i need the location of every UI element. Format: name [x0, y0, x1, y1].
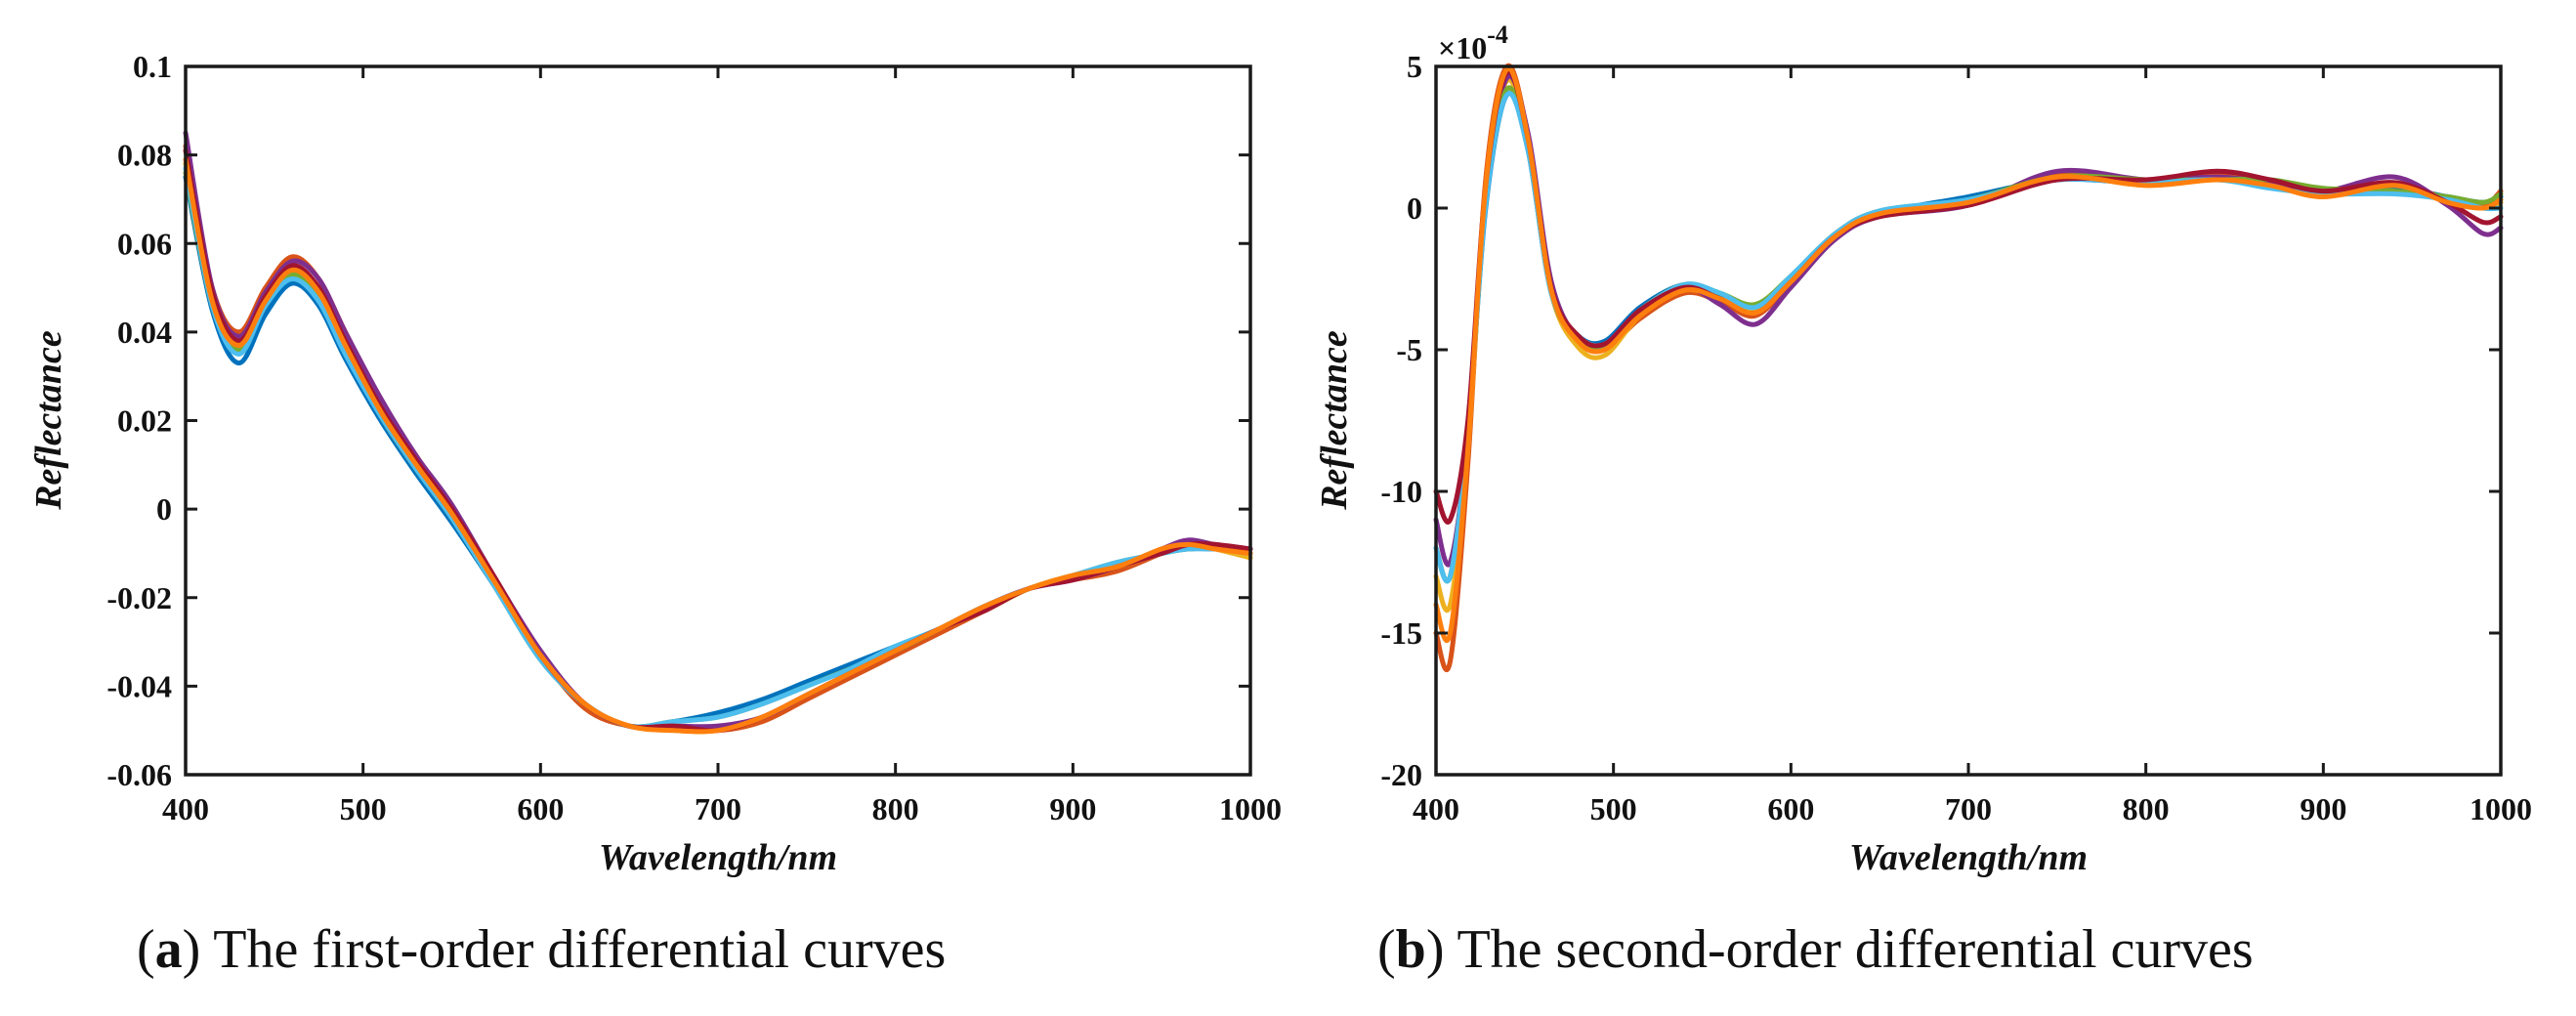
- panel-a-y-axis-label: Reflectance: [28, 330, 69, 511]
- panel-a-caption-text: The first-order differential curves: [213, 919, 946, 980]
- panel-a-x-tick-label: 800: [872, 791, 919, 826]
- panel-b-series-group: [1433, 63, 2504, 673]
- panel-a-letter: a: [155, 919, 183, 980]
- panel-b-x-tick-label: 800: [2123, 791, 2170, 826]
- panel-a-x-tick-label: 500: [340, 791, 387, 826]
- panel-b-exponent-label: ×10-4: [1438, 21, 1508, 65]
- panel-b-caption-close-paren: ): [1426, 919, 1457, 980]
- panel-a-ticks: 400 500 600 700 800 900 1000 -0.06 -0.04 -0.02 0 0.…: [106, 49, 1282, 826]
- panel-a-x-tick-label: 1000: [1219, 791, 1282, 826]
- panel-b-y-tick-label: -20: [1380, 757, 1422, 792]
- panel-b-caption-text: The second-order differential curves: [1457, 919, 2253, 980]
- panel-a-y-tick-label: -0.06: [106, 757, 172, 792]
- panel-b-x-axis-label: Wavelength/nm: [1849, 837, 2088, 878]
- panel-b-x-tick-label: 600: [1767, 791, 1814, 826]
- panel-b-ticks: 400 500 600 700 800 900 1000 -20 -15 -10 -5 0 5: [1380, 49, 2532, 826]
- panel-a-x-tick-label: 600: [517, 791, 564, 826]
- panel-b-plot-area: [1436, 66, 2501, 775]
- panel-b-x-tick-label: 400: [1413, 791, 1459, 826]
- panel-a-y-tick-label: -0.04: [106, 668, 172, 703]
- panel-b-exponent-base: ×10: [1438, 30, 1487, 65]
- panel-a-y-tick-label: 0.08: [117, 138, 172, 173]
- panel-a-y-tick-label: 0.04: [117, 315, 172, 350]
- panel-b-caption-open-paren: (: [1377, 919, 1396, 980]
- panel-b-series-line-8: [1433, 65, 2504, 644]
- panel-a-x-axis-label: Wavelength/nm: [599, 837, 837, 878]
- panel-a-x-tick-label: 400: [162, 791, 209, 826]
- panel-b-x-tick-label: 900: [2300, 791, 2346, 826]
- panel-a-x-tick-label: 900: [1049, 791, 1096, 826]
- panel-b-x-tick-label: 500: [1590, 791, 1637, 826]
- panel-a-y-tick-label: 0: [156, 491, 172, 527]
- panel-b-y-tick-label: -15: [1380, 615, 1422, 651]
- panel-a-series-group: [183, 130, 1253, 735]
- panel-a-caption: (a) The first-order differential curves: [137, 919, 946, 980]
- panel-a-caption-close-paren: ): [183, 919, 214, 980]
- panel-a-y-tick-label: -0.02: [106, 580, 172, 615]
- panel-b-caption: (b) The second-order differential curves: [1377, 919, 2254, 980]
- panel-b-y-tick-label: 0: [1407, 190, 1422, 226]
- panel-a-caption-open-paren: (: [137, 919, 155, 980]
- panel-a-plot-area: [186, 66, 1250, 775]
- panel-b-exponent-power: -4: [1487, 21, 1508, 49]
- panel-a-y-tick-label: 0.06: [117, 226, 172, 261]
- panel-b-y-tick-label: -5: [1396, 332, 1422, 367]
- panel-b-y-tick-label: 5: [1407, 49, 1422, 84]
- panel-b-y-tick-label: -10: [1380, 474, 1422, 509]
- panel-a-y-tick-label: 0.02: [117, 403, 172, 439]
- panel-a-y-tick-label: 0.1: [133, 49, 172, 84]
- panel-b-letter: b: [1396, 919, 1426, 980]
- panel-a-x-tick-label: 700: [695, 791, 741, 826]
- panel-b-chart: 400 500 600 700 800 900 1000 -20 -15 -10 -5 0 5 ×10-…: [1314, 21, 2532, 980]
- panel-a-series-line-8: [183, 156, 1253, 735]
- panel-a-chart: 400 500 600 700 800 900 1000 -0.06 -0.04 -0.02 0 0.…: [28, 49, 1282, 980]
- panel-b-x-tick-label: 1000: [2470, 791, 2532, 826]
- panel-b-x-tick-label: 700: [1945, 791, 1992, 826]
- panel-b-y-axis-label: Reflectance: [1314, 330, 1355, 511]
